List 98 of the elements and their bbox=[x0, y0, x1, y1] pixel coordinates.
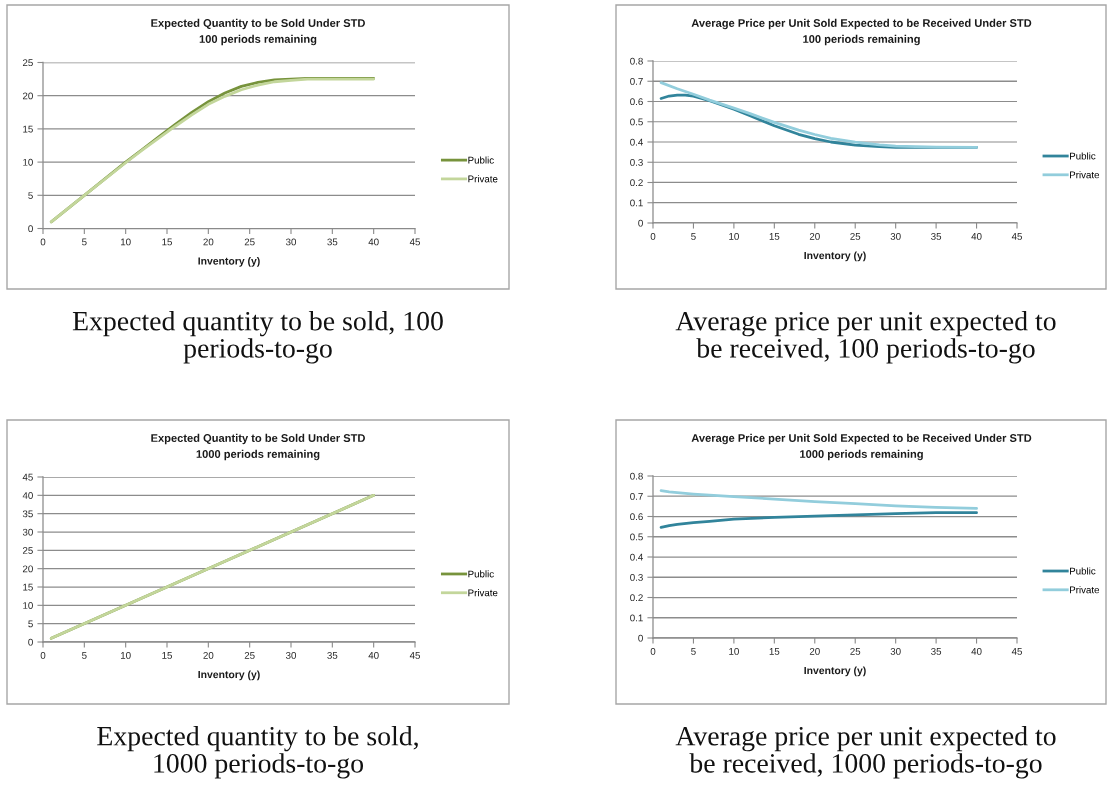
chart-title: Average Price per Unit Sold Expected to be Received Under STD bbox=[691, 18, 1032, 30]
y-tick-label: 0.2 bbox=[630, 179, 643, 187]
y-tick-label: 0.5 bbox=[630, 118, 643, 126]
y-tick-label: 25 bbox=[22, 547, 33, 554]
y-tick-label: 0.4 bbox=[630, 553, 643, 561]
text: Average price per unit expected to be received, 1000 periods-to-go bbox=[675, 726, 1056, 779]
y-tick-label: 5 bbox=[28, 192, 33, 199]
chart-subtitle: 1000 periods remaining bbox=[196, 449, 320, 461]
x-tick-label: 0 bbox=[650, 232, 656, 240]
x-tick-label: 0 bbox=[650, 647, 656, 655]
y-tick-label: 20 bbox=[22, 565, 33, 573]
legend-label: Public bbox=[1070, 567, 1096, 575]
x-tick-label: 30 bbox=[890, 232, 901, 240]
x-tick-label: 20 bbox=[203, 651, 214, 659]
x-axis-title: Inventory (y) bbox=[804, 251, 866, 262]
x-tick-label: 40 bbox=[971, 647, 982, 655]
y-tick-label: 0 bbox=[638, 219, 643, 227]
legend-label: Public bbox=[468, 156, 494, 164]
y-tick-label: 10 bbox=[23, 158, 33, 166]
y-tick-label: 0 bbox=[28, 225, 33, 233]
y-tick-label: 0.1 bbox=[630, 199, 643, 207]
x-tick-label: 25 bbox=[244, 651, 255, 659]
chart-title: Average Price per Unit Sold Expected to be Received Under STD bbox=[691, 433, 1032, 445]
x-tick-label: 0 bbox=[40, 238, 46, 246]
x-tick-label: 20 bbox=[809, 232, 820, 240]
text: Expected quantity to be sold, 100 periods-to-go bbox=[72, 311, 443, 364]
chart-title: Expected Quantity to be Sold Under STD bbox=[151, 18, 365, 30]
x-tick-label: 35 bbox=[931, 232, 942, 240]
x-tick-label: 35 bbox=[931, 647, 942, 655]
y-tick-label: 10 bbox=[23, 602, 33, 609]
y-tick-label: 30 bbox=[22, 528, 33, 536]
x-tick-label: 30 bbox=[285, 238, 297, 246]
y-tick-label: 0.8 bbox=[630, 472, 643, 480]
y-tick-label: 5 bbox=[28, 620, 33, 628]
y-tick-label: 0 bbox=[638, 634, 643, 642]
y-tick-label: 0.6 bbox=[630, 98, 643, 106]
y-tick-label: 15 bbox=[23, 125, 33, 133]
x-tick-label: 45 bbox=[409, 652, 420, 659]
y-tick-label: 40 bbox=[22, 492, 33, 499]
x-tick-label: 20 bbox=[809, 647, 820, 655]
x-tick-label: 35 bbox=[327, 238, 338, 246]
x-tick-label: 10 bbox=[729, 647, 739, 655]
legend-label: Private bbox=[468, 589, 498, 597]
chart-subtitle: 100 periods remaining bbox=[199, 34, 317, 46]
x-tick-label: 45 bbox=[409, 238, 420, 246]
y-tick-label: 0 bbox=[28, 638, 33, 646]
x-tick-label: 30 bbox=[285, 651, 297, 659]
x-tick-label: 25 bbox=[850, 232, 861, 240]
x-tick-label: 10 bbox=[121, 238, 131, 246]
x-tick-label: 45 bbox=[1011, 648, 1022, 655]
x-tick-label: 45 bbox=[1011, 233, 1022, 240]
x-tick-label: 5 bbox=[691, 233, 696, 240]
x-tick-label: 10 bbox=[729, 232, 739, 240]
y-tick-label: 20 bbox=[22, 92, 33, 100]
x-axis-title: Inventory (y) bbox=[804, 666, 866, 677]
chart-title: Expected Quantity to be Sold Under STD bbox=[151, 433, 365, 445]
y-tick-label: 0.8 bbox=[630, 57, 643, 65]
y-tick-label: 25 bbox=[22, 59, 33, 67]
text: Average price per unit expected to be received, 100 periods-to-go bbox=[675, 311, 1056, 364]
y-tick-label: 15 bbox=[23, 583, 33, 591]
x-tick-label: 5 bbox=[82, 238, 87, 246]
y-tick-label: 0.7 bbox=[630, 492, 643, 500]
x-tick-label: 30 bbox=[890, 647, 901, 655]
y-tick-label: 45 bbox=[22, 473, 33, 481]
x-tick-label: 40 bbox=[368, 651, 379, 659]
x-tick-label: 15 bbox=[769, 648, 780, 655]
x-tick-label: 15 bbox=[162, 652, 172, 659]
legend-label: Private bbox=[1070, 586, 1100, 594]
y-tick-label: 0.3 bbox=[630, 573, 643, 581]
y-tick-label: 0.7 bbox=[630, 77, 643, 85]
legend-label: Public bbox=[468, 570, 494, 578]
legend-label: Private bbox=[468, 175, 498, 183]
x-axis-title: Inventory (y) bbox=[198, 257, 260, 267]
y-tick-label: 0.6 bbox=[630, 513, 643, 521]
legend-label: Public bbox=[1070, 152, 1096, 160]
x-tick-label: 10 bbox=[121, 651, 131, 659]
x-tick-label: 40 bbox=[971, 232, 982, 240]
x-tick-label: 25 bbox=[850, 647, 861, 655]
x-tick-label: 25 bbox=[244, 238, 255, 246]
y-tick-label: 0.4 bbox=[630, 138, 643, 146]
text: Expected quantity to be sold, 1000 periods-to-go bbox=[97, 726, 418, 779]
x-tick-label: 0 bbox=[40, 651, 46, 659]
chart-subtitle: 100 periods remaining bbox=[803, 34, 920, 46]
x-tick-label: 5 bbox=[82, 652, 87, 659]
y-tick-label: 0.3 bbox=[630, 158, 643, 166]
x-tick-label: 40 bbox=[368, 238, 379, 246]
legend-label: Private bbox=[1070, 171, 1100, 179]
x-tick-label: 15 bbox=[162, 238, 172, 246]
x-axis-title: Inventory (y) bbox=[198, 670, 260, 681]
y-tick-label: 0.2 bbox=[630, 594, 643, 602]
x-tick-label: 15 bbox=[769, 233, 780, 240]
chart-subtitle: 1000 periods remaining bbox=[800, 449, 923, 461]
x-tick-label: 5 bbox=[691, 648, 696, 655]
y-tick-label: 0.5 bbox=[630, 533, 643, 541]
x-tick-label: 20 bbox=[203, 238, 214, 246]
x-tick-label: 35 bbox=[327, 651, 338, 659]
y-tick-label: 35 bbox=[22, 510, 33, 518]
y-tick-label: 0.1 bbox=[630, 614, 643, 622]
